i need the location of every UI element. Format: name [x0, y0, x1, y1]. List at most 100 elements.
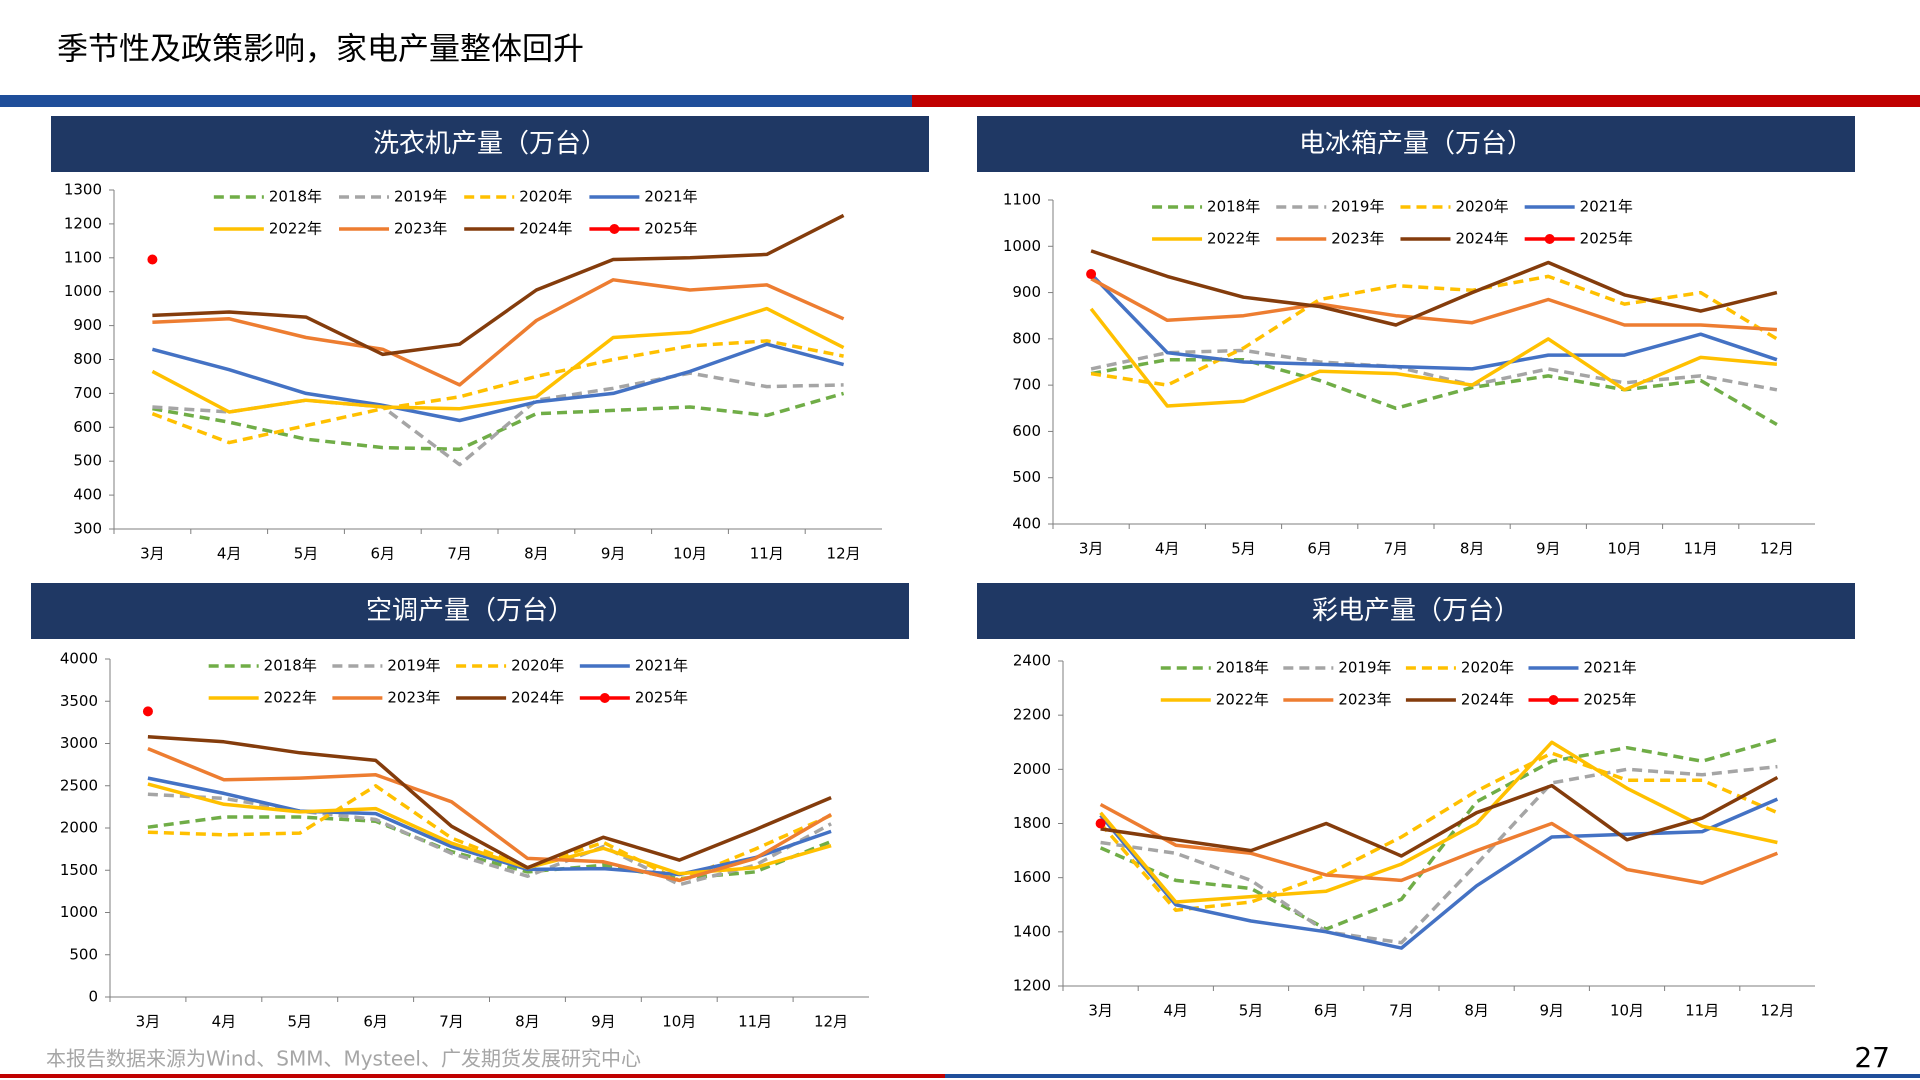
series-line: [151, 306, 845, 414]
x-tick-label: 4月: [217, 545, 242, 563]
y-tick-label: 400: [1012, 515, 1041, 533]
footer-source: 本报告数据来源为Wind、SMM、Mysteel、广发期货发展研究中心: [46, 1047, 641, 1071]
y-tick-label: 1000: [1003, 237, 1041, 255]
x-tick-label: 8月: [524, 545, 549, 563]
x-tick-label: 8月: [1464, 1002, 1489, 1020]
legend-label: 2025年: [1583, 691, 1636, 709]
legend-label: 2022年: [264, 689, 317, 707]
series-line: [1099, 802, 1779, 885]
series-line: [152, 278, 845, 387]
legend-label: 2022年: [1207, 230, 1260, 248]
series-line: [147, 776, 832, 877]
chart-header: [977, 583, 1855, 639]
legend-label: 2024年: [519, 220, 572, 238]
x-tick-label: 12月: [1760, 1002, 1794, 1020]
x-tick-label: 12月: [1760, 540, 1794, 558]
series-point: [142, 706, 153, 717]
chart-title: 空调产量（万台）: [366, 596, 574, 626]
y-tick-label: 2400: [1013, 652, 1051, 670]
y-tick-label: 1200: [1013, 977, 1051, 995]
legend-label: 2021年: [1583, 659, 1636, 677]
chart-header: [31, 583, 909, 639]
series-line: [151, 339, 844, 445]
series-line: [1090, 357, 1778, 427]
y-tick-label: 1500: [60, 861, 98, 879]
x-tick-label: 11月: [738, 1013, 772, 1031]
legend-label: 2018年: [1216, 659, 1269, 677]
y-tick-label: 1100: [64, 248, 102, 266]
x-tick-label: 4月: [1155, 540, 1180, 558]
y-tick-label: 1000: [60, 903, 98, 921]
y-tick-label: 900: [73, 316, 102, 334]
legend-label: 2025年: [644, 220, 697, 238]
top-bar-red: [912, 95, 1920, 107]
legend-label: 2023年: [1331, 230, 1384, 248]
x-tick-label: 8月: [515, 1013, 540, 1031]
legend-label: 2021年: [635, 657, 688, 675]
legend-label: 2025年: [1580, 230, 1633, 248]
chart-header: [51, 116, 929, 172]
legend-label: 2023年: [387, 689, 440, 707]
chart-title: 洗衣机产量（万台）: [373, 129, 607, 159]
legend-label: 2022年: [269, 220, 322, 238]
x-tick-label: 11月: [1685, 1002, 1719, 1020]
y-tick-label: 600: [73, 418, 102, 436]
x-tick-label: 9月: [591, 1013, 616, 1031]
legend-label: 2025年: [635, 689, 688, 707]
series-point: [147, 254, 158, 265]
legend-label: 2021年: [1580, 198, 1633, 216]
legend-label: 2019年: [394, 188, 447, 206]
x-tick-label: 5月: [1239, 1002, 1264, 1020]
legend-label: 2018年: [264, 657, 317, 675]
y-tick-label: 500: [69, 945, 98, 963]
series-line: [1089, 272, 1778, 371]
series-line: [1100, 775, 1779, 858]
series-line: [1090, 348, 1778, 392]
x-tick-label: 3月: [1088, 1002, 1113, 1020]
x-tick-label: 7月: [439, 1013, 464, 1031]
y-tick-label: 1100: [1003, 191, 1041, 209]
y-tick-label: 500: [1012, 468, 1041, 486]
x-tick-label: 9月: [1536, 540, 1561, 558]
chart-title: 电冰箱产量（万台）: [1299, 129, 1533, 159]
legend-label: 2023年: [1338, 691, 1391, 709]
series-line: [1090, 277, 1778, 332]
x-tick-label: 9月: [601, 545, 626, 563]
y-tick-label: 4000: [60, 650, 98, 668]
x-tick-label: 12月: [827, 545, 861, 563]
x-tick-label: 4月: [1164, 1002, 1189, 1020]
legend-label: 2020年: [1455, 198, 1508, 216]
legend-label: 2018年: [1207, 198, 1260, 216]
y-tick-label: 800: [1012, 329, 1041, 347]
x-tick-label: 6月: [1307, 540, 1332, 558]
y-tick-label: 1200: [64, 214, 102, 232]
series-line: [147, 746, 832, 883]
y-tick-label: 800: [73, 350, 102, 368]
top-bar-blue: [0, 95, 912, 107]
x-tick-label: 9月: [1540, 1002, 1565, 1020]
x-tick-label: 5月: [1231, 540, 1256, 558]
legend-label: 2020年: [511, 657, 564, 675]
x-tick-label: 5月: [287, 1013, 312, 1031]
y-tick-label: 500: [73, 452, 102, 470]
x-tick-label: 3月: [136, 1013, 161, 1031]
legend-label: 2024年: [1455, 230, 1508, 248]
y-tick-label: 900: [1012, 283, 1041, 301]
legend-label: 2019年: [387, 657, 440, 675]
series-line: [1100, 764, 1778, 945]
legend-label: 2022年: [1216, 691, 1269, 709]
y-tick-label: 2000: [60, 819, 98, 837]
x-tick-label: 5月: [294, 545, 319, 563]
y-tick-label: 700: [1012, 376, 1041, 394]
series-line: [152, 391, 845, 452]
x-tick-label: 6月: [1314, 1002, 1339, 1020]
x-tick-label: 11月: [750, 545, 784, 563]
y-tick-label: 2500: [60, 776, 98, 794]
series-line: [152, 213, 845, 357]
legend-label: 2020年: [519, 188, 572, 206]
legend-label: 2019年: [1338, 659, 1391, 677]
chart-header: [977, 116, 1855, 172]
y-tick-label: 1600: [1013, 868, 1051, 886]
